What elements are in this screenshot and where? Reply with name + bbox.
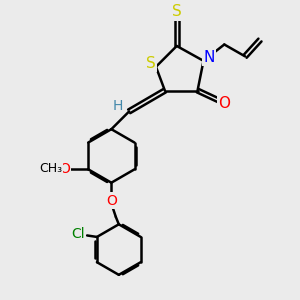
Text: CH₃: CH₃: [39, 162, 62, 175]
Text: O: O: [218, 96, 230, 111]
Text: H: H: [113, 99, 123, 113]
Text: S: S: [146, 56, 155, 71]
Text: O: O: [106, 194, 117, 208]
Text: N: N: [203, 50, 214, 65]
Text: O: O: [59, 162, 70, 176]
Text: Cl: Cl: [71, 227, 84, 241]
Text: S: S: [172, 4, 182, 19]
